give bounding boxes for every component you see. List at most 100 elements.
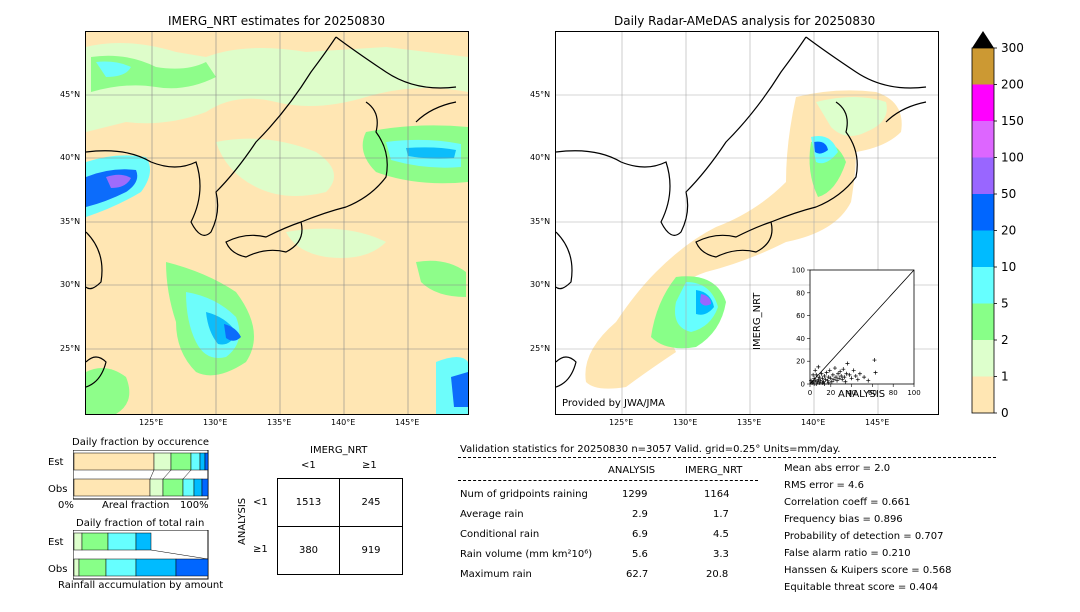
contingency-table: 1513 245 380 919 <box>277 478 403 575</box>
colorbar-tick-label: 300 <box>1001 41 1024 55</box>
imerg-lon-label: 125°E <box>139 418 164 427</box>
y-tick-label: 20 <box>796 358 805 366</box>
total-rain-xlabel: Rainfall accumulation by amount <box>58 580 224 591</box>
scatter-point <box>812 382 817 386</box>
stats-row-analysis: 2.9 <box>632 509 648 520</box>
total-rain-chart <box>72 529 209 580</box>
scatter-point <box>847 372 852 377</box>
scatter-xlabel: ANALYSIS <box>838 389 886 400</box>
colorbar-tick-label: 2 <box>1001 333 1009 347</box>
imerg-map-title: IMERG_NRT estimates for 20250830 <box>168 14 385 28</box>
stats-divider <box>458 457 996 458</box>
colorbar-segment <box>972 340 994 377</box>
scatter-point <box>817 380 822 385</box>
scatter-plot: 0 20 40 60 80 100 0 20 40 60 80 100 <box>792 267 921 398</box>
contingency-row-ge: ≥1 <box>253 544 268 555</box>
imerg-lat-label: 45°N <box>60 90 81 99</box>
stats-row-imerg: 1164 <box>704 489 730 500</box>
total-rain-obs-label: Obs <box>48 564 68 575</box>
scatter-point <box>809 378 814 383</box>
scatter-point <box>832 366 837 371</box>
scatter-point <box>845 361 850 366</box>
scatter-point <box>834 375 838 380</box>
scatter-inset: 0 20 40 60 80 100 0 20 40 60 80 100 <box>760 262 930 402</box>
radar-lat-label: 25°N <box>530 344 551 353</box>
contingency-row-header: ANALYSIS <box>237 497 248 545</box>
score-line: Hanssen & Kuipers score = 0.568 <box>784 565 952 576</box>
scatter-point <box>820 376 825 381</box>
imerg-lon-label: 140°E <box>331 418 356 427</box>
radar-credit: Provided by JWA/JMA <box>562 398 665 409</box>
score-line: Mean abs error = 2.0 <box>784 463 891 474</box>
colorbar-tick-label: 1 <box>1001 370 1009 384</box>
coastline <box>556 36 927 388</box>
radar-lat-label: 40°N <box>530 153 551 162</box>
colorbar-extend-arrow <box>972 31 994 48</box>
colorbar-tick-label: 100 <box>1001 151 1024 165</box>
scatter-point <box>851 368 856 373</box>
radar-lon-label: 140°E <box>801 418 826 427</box>
contingency-row-lt: <1 <box>253 497 268 508</box>
radar-map-title: Daily Radar-AMeDAS analysis for 20250830 <box>614 14 876 28</box>
contingency-cell-a: 1513 <box>295 497 322 508</box>
contingency-cell-c: 380 <box>298 545 319 556</box>
occurrence-x-left: 0% <box>58 500 74 511</box>
y-tick-label: 40 <box>796 335 805 343</box>
total-rain-est-label: Est <box>48 537 64 548</box>
radar-lon-label: 130°E <box>673 418 698 427</box>
radar-lat-label: 30°N <box>530 280 551 289</box>
scatter-point <box>853 374 858 379</box>
score-line: False alarm ratio = 0.210 <box>784 548 911 559</box>
contingency-cell-d: 919 <box>361 545 381 556</box>
score-line: Correlation coeff = 0.661 <box>784 497 911 508</box>
scatter-point <box>857 371 862 376</box>
scatter-point <box>811 379 816 384</box>
scatter-point <box>841 367 846 372</box>
stats-row-analysis: 6.9 <box>632 529 648 540</box>
scatter-point <box>829 379 834 384</box>
imerg-lon-label: 135°E <box>267 418 292 427</box>
scatter-point <box>866 378 871 383</box>
colorbar-tick-label: 10 <box>1001 260 1016 274</box>
colorbar-tick-label: 20 <box>1001 224 1016 238</box>
scatter-point <box>824 370 829 375</box>
scatter-point <box>873 370 878 375</box>
colorbar-segment <box>972 194 994 231</box>
contingency-col-lt: <1 <box>301 460 316 471</box>
scatter-point <box>842 375 847 380</box>
scatter-point <box>816 364 821 369</box>
x-tick-label: 60 <box>868 389 877 397</box>
scatter-point <box>828 376 833 381</box>
stats-row-imerg: 1.7 <box>713 509 729 520</box>
colorbar-segment <box>972 157 994 194</box>
stats-row-analysis: 1299 <box>622 489 648 500</box>
scatter-point <box>838 369 843 374</box>
y-tick-label: 80 <box>796 289 805 297</box>
scatter-point <box>813 378 818 383</box>
radar-lon-label: 145°E <box>865 418 890 427</box>
x-tick-label: 80 <box>889 389 898 397</box>
scatter-point <box>811 372 816 377</box>
scatter-point <box>830 372 835 377</box>
imerg-lon-label: 145°E <box>395 418 420 427</box>
coastline <box>86 36 457 388</box>
one-to-one-line <box>809 269 915 385</box>
occurrence-chart <box>72 449 209 500</box>
x-tick-label: 0 <box>808 389 812 397</box>
scatter-point <box>817 375 822 380</box>
score-line: Equitable threat score = 0.404 <box>784 582 939 593</box>
scatter-point <box>837 376 842 381</box>
scatter-point <box>825 378 830 383</box>
stats-col-analysis: ANALYSIS <box>608 465 656 476</box>
occurrence-est-label: Est <box>48 457 64 468</box>
score-line: Frequency bias = 0.896 <box>784 514 903 525</box>
colorbar-segment <box>972 267 994 304</box>
y-tick-label: 100 <box>792 267 805 275</box>
radar-lat-label: 45°N <box>530 90 551 99</box>
y-tick-label: 60 <box>796 312 805 320</box>
imerg-lat-label: 25°N <box>60 344 81 353</box>
scatter-point <box>849 376 854 381</box>
contingency-col-ge: ≥1 <box>362 460 377 471</box>
scatter-point <box>836 371 841 376</box>
